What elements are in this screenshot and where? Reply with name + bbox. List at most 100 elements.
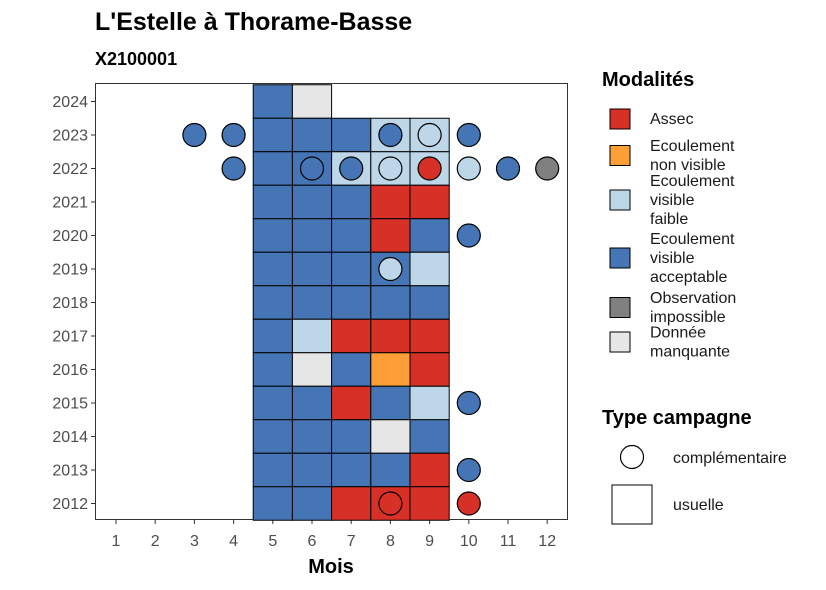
- y-axis: 2012 2013 2014 2015 2016 2017 2018 2019 2020 2021…: [52, 94, 96, 513]
- tile-2020-9: [409, 218, 450, 253]
- tile-2020-5: [252, 218, 293, 253]
- tile-2017-5: [252, 318, 293, 354]
- tile-2012-9: [409, 486, 450, 521]
- tile-2016-8: [370, 352, 411, 387]
- tile-2015-6: [291, 385, 333, 421]
- tile-2017-6: [291, 318, 333, 354]
- point-2023-3: [182, 122, 207, 148]
- tile-2021-5: [252, 184, 293, 220]
- tile-2020-8: [370, 218, 411, 253]
- tile-2014-9: [409, 419, 450, 454]
- legend-label: visible: [650, 250, 695, 267]
- legend-label: complémentaire: [673, 450, 787, 467]
- x-tick-label: 8: [386, 533, 395, 550]
- tile-2019-6: [291, 251, 333, 287]
- tile-2012-7: [331, 486, 372, 521]
- x-tick-label: 11: [500, 533, 517, 550]
- tile-2018-8: [370, 285, 411, 320]
- y-tick-label: 2017: [52, 329, 88, 346]
- y-tick-label: 2012: [52, 496, 88, 513]
- tile-2016-5: [252, 352, 293, 387]
- tile-2013-7: [331, 452, 372, 488]
- y-tick-label: 2015: [52, 396, 88, 413]
- legend-label: usuelle: [673, 497, 724, 514]
- x-tick-label: 6: [308, 533, 317, 550]
- legend-label: Ecoulement: [650, 173, 735, 190]
- tile-2018-9: [409, 285, 450, 320]
- tile-2016-9: [409, 352, 450, 387]
- x-tick-label: 2: [151, 533, 160, 550]
- point-2022-9: [417, 156, 442, 181]
- legend-label: acceptable: [650, 269, 727, 286]
- y-tick-label: 2020: [52, 228, 88, 245]
- x-axis-title: Mois: [308, 556, 354, 578]
- tile-2013-8: [370, 452, 411, 488]
- y-tick-label: 2022: [52, 161, 88, 178]
- legend-key-2: [609, 189, 631, 211]
- tile-2021-7: [331, 184, 372, 220]
- tile-2019-7: [331, 251, 372, 287]
- legend-label: Ecoulement: [650, 138, 735, 155]
- tile-2012-5: [252, 486, 293, 521]
- point-2022-10: [456, 156, 481, 181]
- tile-2018-6: [291, 285, 333, 320]
- legend-label: impossible: [650, 309, 726, 326]
- tile-2017-7: [331, 318, 372, 354]
- tile-2022-5: [252, 151, 293, 186]
- tile-2020-7: [331, 218, 372, 253]
- legend-label: Assec: [650, 111, 694, 128]
- x-tick-label: 7: [347, 533, 356, 550]
- tile-2013-5: [252, 452, 293, 488]
- tile-2023-5: [252, 117, 293, 153]
- legend-square-key: [611, 484, 653, 525]
- tile-2015-5: [252, 385, 293, 421]
- tile-2018-7: [331, 285, 372, 320]
- legend-label: visible: [650, 192, 695, 209]
- legend-label: faible: [650, 211, 688, 228]
- point-2022-12: [535, 156, 560, 181]
- tile-2017-9: [409, 318, 450, 354]
- tile-2024-5: [252, 84, 293, 119]
- legend-label: Observation: [650, 290, 736, 307]
- x-tick-label: 5: [268, 533, 277, 550]
- tile-2018-5: [252, 285, 293, 320]
- legend-label: Ecoulement: [650, 231, 735, 248]
- x-tick-label: 12: [538, 533, 556, 550]
- x-tick-label: 3: [190, 533, 199, 550]
- y-tick-label: 2019: [52, 262, 88, 279]
- point-2012-8: [378, 491, 403, 516]
- tile-2013-9: [409, 452, 450, 488]
- point-2019-8: [378, 256, 403, 282]
- point-2013-10: [456, 457, 481, 483]
- chart-subtitle: X2100001: [95, 49, 177, 69]
- tile-2019-9: [409, 251, 450, 287]
- tile-2015-9: [409, 385, 450, 421]
- tile-2014-6: [291, 419, 333, 454]
- legend-campagne: complémentaire usuelle: [611, 444, 787, 525]
- tile-2012-6: [291, 486, 333, 521]
- tile-2016-7: [331, 352, 372, 387]
- y-tick-label: 2023: [52, 128, 88, 145]
- legend-key-5: [609, 331, 631, 353]
- point-2012-10: [456, 491, 481, 516]
- legend-circle-key: [619, 444, 645, 470]
- tile-2014-7: [331, 419, 372, 454]
- legend-key-0: [609, 108, 631, 130]
- legend-label: non visible: [650, 157, 726, 174]
- point-2022-4: [221, 156, 246, 181]
- y-tick-label: 2014: [52, 429, 88, 446]
- legend-label: manquante: [650, 344, 730, 361]
- tile-2014-8: [370, 419, 411, 454]
- chart-title: L'Estelle à Thorame-Basse: [95, 8, 412, 36]
- tile-2020-6: [291, 218, 333, 253]
- legend-campagne-title: Type campagne: [602, 407, 752, 429]
- x-axis: 1 2 3 4 5 6 7 8 9 10 11 12: [112, 519, 556, 550]
- usuelle-tiles: [252, 84, 450, 521]
- point-2022-7: [339, 156, 364, 181]
- legend-label: Donnée: [650, 325, 706, 342]
- tile-2023-6: [291, 117, 333, 153]
- tile-2016-6: [291, 352, 333, 387]
- point-2023-9: [417, 122, 442, 148]
- legend-modalites-title: Modalités: [602, 69, 694, 91]
